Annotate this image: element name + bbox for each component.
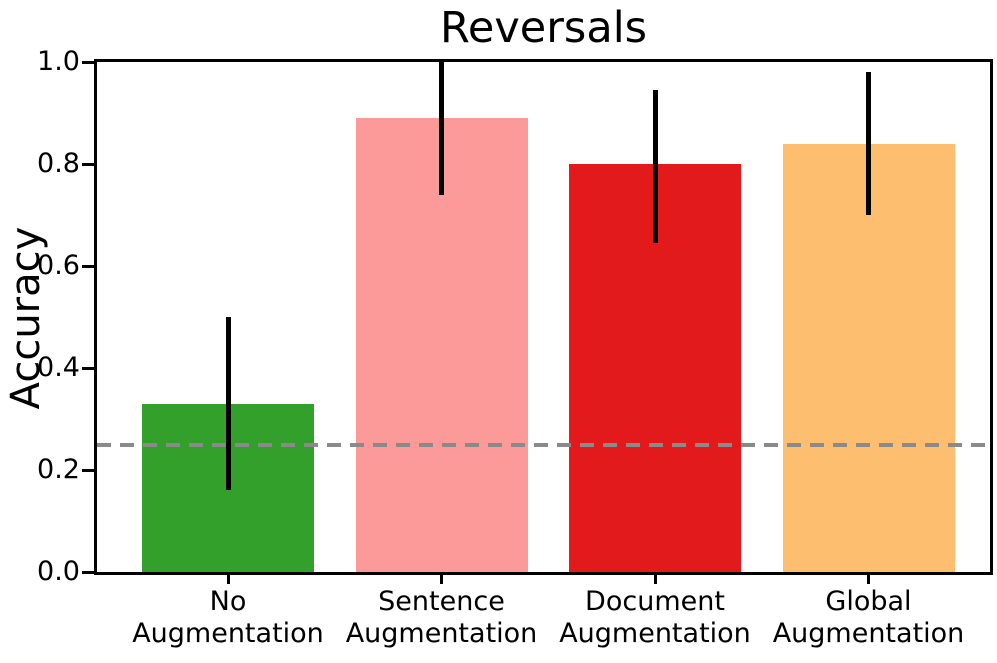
- x-tick-label-3: Global Augmentation: [772, 586, 965, 649]
- error-bar-3: [866, 72, 871, 215]
- x-tick-label-0: No Augmentation: [132, 586, 324, 649]
- y-tick-mark-5: [82, 60, 94, 64]
- y-tick-mark-4: [82, 162, 94, 166]
- y-tick-mark-2: [82, 366, 94, 370]
- bar-3: [782, 143, 955, 572]
- y-tick-label-3: 0.6: [37, 250, 80, 281]
- y-tick-label-2: 0.4: [37, 352, 80, 383]
- y-tick-mark-3: [82, 264, 94, 268]
- x-tick-label-1: Sentence Augmentation: [345, 586, 538, 649]
- error-bar-0: [225, 317, 231, 491]
- chart-title: Reversals: [439, 3, 648, 53]
- y-tick-label-0: 0.0: [37, 556, 80, 587]
- error-bar-1: [439, 62, 444, 195]
- y-tick-mark-0: [82, 570, 94, 574]
- x-tick-label-2: Document Augmentation: [559, 586, 751, 649]
- x-tick-mark-3: [867, 573, 870, 584]
- error-bar-2: [652, 90, 658, 244]
- x-tick-mark-2: [653, 573, 657, 584]
- reference-line: [97, 442, 990, 447]
- x-tick-mark-0: [226, 573, 230, 584]
- y-tick-label-4: 0.8: [37, 148, 80, 179]
- x-tick-mark-1: [440, 573, 443, 584]
- y-tick-label-1: 0.2: [37, 454, 80, 485]
- y-tick-label-5: 1.0: [37, 46, 80, 77]
- y-tick-mark-1: [82, 468, 94, 472]
